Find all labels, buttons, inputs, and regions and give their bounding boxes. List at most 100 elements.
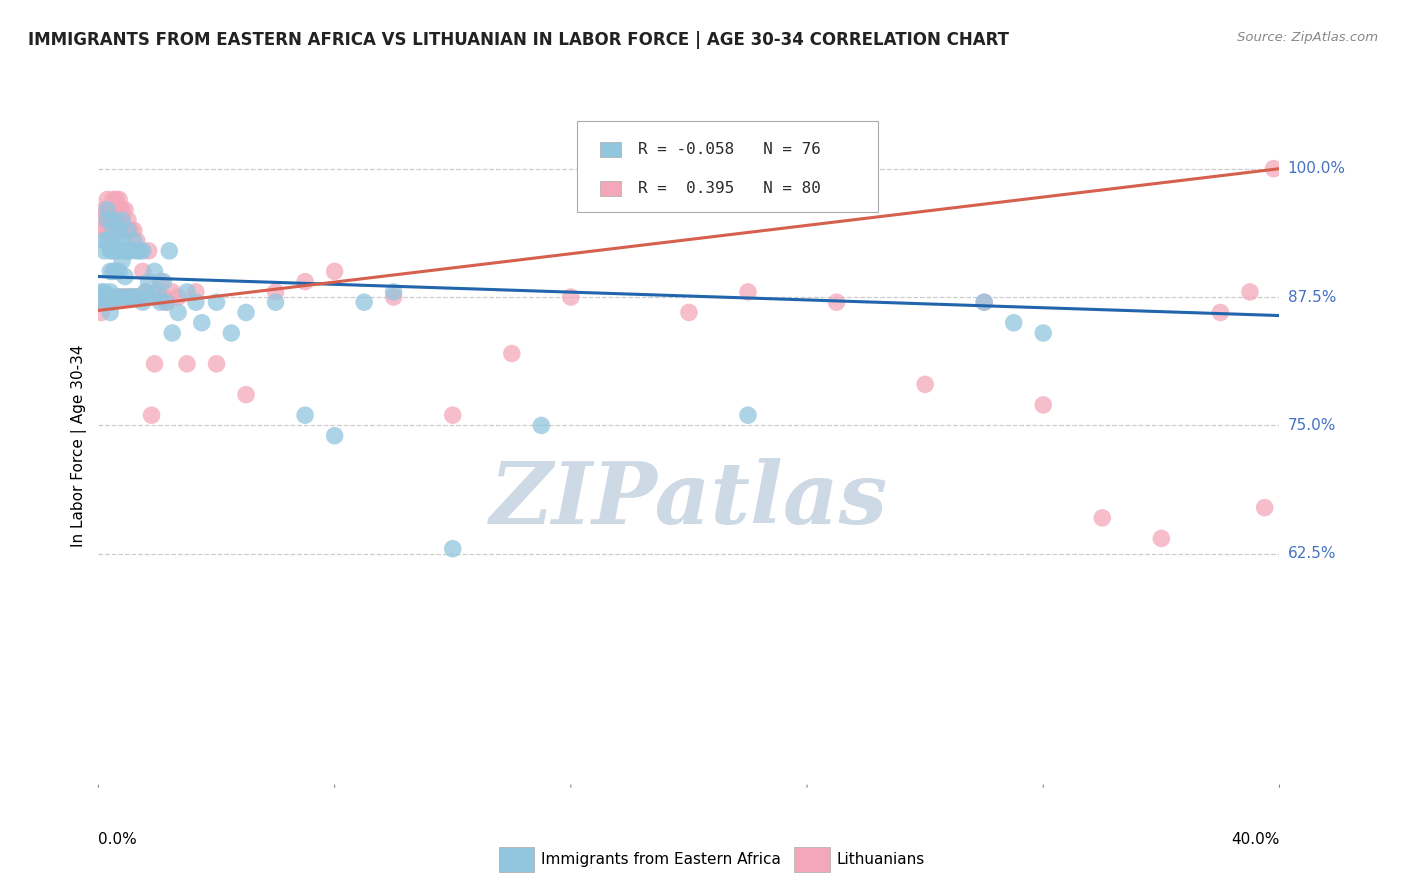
Point: [96, 234, 118, 248]
Point: [128, 290, 150, 304]
Point: [117, 223, 139, 237]
Point: [111, 213, 134, 227]
Point: [103, 295, 125, 310]
Point: [103, 244, 125, 258]
Point: [141, 408, 163, 422]
Point: [323, 264, 346, 278]
Point: [108, 202, 131, 217]
Point: [98, 295, 121, 310]
Point: [90, 290, 112, 304]
Point: [1032, 326, 1054, 340]
Point: [382, 290, 405, 304]
Point: [103, 264, 125, 278]
Text: 87.5%: 87.5%: [1288, 290, 1336, 304]
Point: [103, 213, 125, 227]
Point: [105, 193, 128, 207]
Text: Source: ZipAtlas.com: Source: ZipAtlas.com: [1237, 31, 1378, 45]
Point: [105, 234, 128, 248]
Point: [96, 213, 118, 227]
Point: [93, 234, 115, 248]
Point: [125, 244, 148, 258]
Point: [191, 316, 214, 330]
Point: [98, 305, 121, 319]
Point: [105, 213, 128, 227]
Point: [98, 285, 121, 299]
Point: [235, 305, 257, 319]
Point: [103, 193, 125, 207]
Point: [264, 285, 287, 299]
Point: [103, 290, 125, 304]
Text: IMMIGRANTS FROM EASTERN AFRICA VS LITHUANIAN IN LABOR FORCE | AGE 30-34 CORRELAT: IMMIGRANTS FROM EASTERN AFRICA VS LITHUA…: [28, 31, 1010, 49]
Point: [135, 285, 157, 299]
Point: [132, 264, 155, 278]
Point: [93, 285, 115, 299]
Point: [152, 275, 174, 289]
Point: [93, 223, 115, 237]
Point: [98, 295, 121, 310]
Point: [176, 285, 198, 299]
Point: [205, 357, 228, 371]
Point: [120, 290, 142, 304]
Point: [103, 223, 125, 237]
Text: R =  0.395   N = 80: R = 0.395 N = 80: [638, 181, 821, 195]
Point: [93, 244, 115, 258]
Text: 62.5%: 62.5%: [1288, 547, 1336, 561]
Point: [176, 357, 198, 371]
Point: [560, 290, 582, 304]
Point: [1239, 285, 1261, 299]
Point: [117, 244, 139, 258]
Point: [294, 408, 316, 422]
Point: [120, 223, 142, 237]
Point: [128, 290, 150, 304]
Point: [973, 295, 995, 310]
Point: [353, 295, 375, 310]
Text: 0.0%: 0.0%: [98, 832, 138, 847]
Point: [441, 541, 464, 556]
Point: [93, 295, 115, 310]
Point: [157, 244, 180, 258]
Point: [105, 244, 128, 258]
Point: [108, 244, 131, 258]
Point: [114, 223, 136, 237]
Point: [1002, 316, 1025, 330]
Point: [105, 290, 128, 304]
Point: [155, 295, 177, 310]
Point: [108, 193, 131, 207]
Point: [90, 305, 112, 319]
Point: [323, 428, 346, 442]
Point: [111, 202, 134, 217]
Point: [105, 290, 128, 304]
Point: [143, 357, 166, 371]
Point: [125, 290, 148, 304]
Point: [155, 295, 177, 310]
Point: [146, 285, 169, 299]
Point: [125, 234, 148, 248]
Point: [162, 326, 183, 340]
Point: [530, 418, 553, 433]
Point: [90, 290, 112, 304]
Point: [93, 295, 115, 310]
Point: [111, 223, 134, 237]
Point: [264, 295, 287, 310]
Point: [120, 244, 142, 258]
Point: [138, 275, 160, 289]
Point: [138, 244, 160, 258]
Point: [184, 285, 207, 299]
Point: [103, 202, 125, 217]
FancyBboxPatch shape: [600, 142, 621, 157]
Point: [441, 408, 464, 422]
Point: [108, 290, 131, 304]
Point: [111, 290, 134, 304]
Point: [122, 234, 145, 248]
Point: [108, 223, 131, 237]
Point: [114, 202, 136, 217]
Point: [117, 213, 139, 227]
Point: [128, 244, 150, 258]
Point: [1032, 398, 1054, 412]
Text: R = -0.058   N = 76: R = -0.058 N = 76: [638, 142, 821, 157]
Text: Lithuanians: Lithuanians: [837, 853, 925, 867]
Point: [117, 290, 139, 304]
Point: [90, 295, 112, 310]
Point: [132, 244, 155, 258]
Point: [149, 295, 172, 310]
